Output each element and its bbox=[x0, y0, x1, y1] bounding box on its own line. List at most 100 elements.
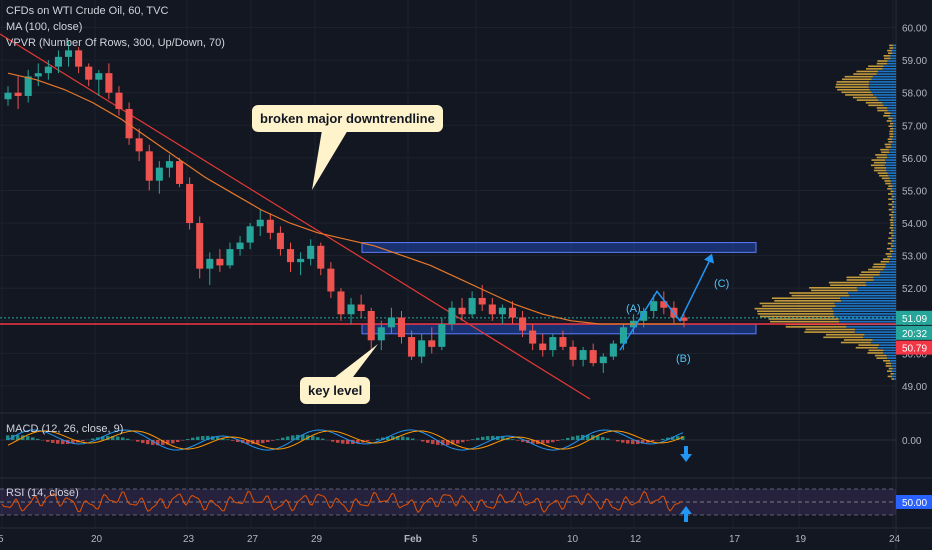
vp-bar-down bbox=[833, 310, 896, 313]
macd-bar bbox=[171, 440, 175, 444]
candle-body bbox=[216, 258, 224, 266]
macd-bar bbox=[486, 436, 490, 440]
vp-bar-down bbox=[893, 229, 896, 232]
macd-bar bbox=[491, 435, 495, 440]
vp-bar-down bbox=[839, 320, 896, 323]
price-tick-11: 60.00 bbox=[902, 24, 927, 35]
price-tick-4: 53.00 bbox=[902, 252, 927, 263]
vp-bar-down bbox=[873, 94, 896, 96]
candle-body bbox=[579, 350, 587, 360]
macd-bar bbox=[201, 436, 205, 440]
macd-label[interactable]: MACD (12, 26, close, 9) bbox=[6, 423, 124, 435]
vp-bar-down bbox=[878, 70, 896, 73]
vp-bar-down bbox=[892, 203, 896, 206]
vp-bar-down bbox=[894, 200, 896, 203]
vp-bar-up bbox=[887, 138, 893, 141]
vp-bar-up bbox=[880, 260, 890, 263]
vp-bar-down bbox=[885, 263, 896, 266]
macd-bar bbox=[411, 438, 415, 440]
macd-bar bbox=[446, 440, 450, 446]
macd-bar bbox=[506, 437, 510, 440]
vp-bar-down bbox=[886, 354, 896, 357]
vp-bar-down bbox=[892, 187, 896, 190]
vp-bar-up bbox=[873, 169, 887, 172]
vp-bar-up bbox=[762, 305, 836, 307]
vp-bar-down bbox=[884, 159, 896, 161]
macd-bar bbox=[301, 434, 305, 440]
vp-bar-up bbox=[868, 65, 884, 68]
macd-bar bbox=[596, 435, 600, 440]
candle-body bbox=[286, 249, 295, 263]
vp-bar-down bbox=[892, 214, 896, 216]
rsi-label[interactable]: RSI (14, close) bbox=[6, 487, 79, 499]
macd-bar bbox=[206, 435, 210, 440]
vp-bar-up bbox=[835, 86, 869, 88]
vp-bar-down bbox=[890, 258, 896, 260]
resistance-zone bbox=[361, 242, 757, 253]
vp-bar-up bbox=[885, 182, 892, 185]
vp-bar-down bbox=[891, 247, 896, 250]
vp-bar-down bbox=[892, 255, 896, 258]
time-tick-6: 5 bbox=[472, 534, 478, 545]
vp-bar-down bbox=[879, 273, 896, 276]
vp-bar-up bbox=[887, 242, 893, 245]
candle-body bbox=[276, 232, 284, 250]
price-tag-key-level-bg bbox=[896, 340, 932, 355]
vp-bar-up bbox=[804, 331, 855, 333]
vp-bar-up bbox=[887, 255, 893, 258]
macd-bar bbox=[121, 437, 125, 440]
vp-bar-up bbox=[768, 318, 839, 320]
vp-bar-up bbox=[868, 104, 884, 107]
vp-bar-down bbox=[883, 65, 896, 68]
vp-bar-down bbox=[857, 289, 896, 292]
macd-bar bbox=[116, 436, 120, 440]
candle-body bbox=[458, 307, 466, 315]
chart-title: CFDs on WTI Crude Oil, 60, TVC bbox=[6, 5, 169, 17]
vp-bar-up bbox=[880, 148, 889, 151]
vp-bar-up bbox=[846, 276, 874, 279]
vp-bar-up bbox=[823, 336, 864, 339]
macd-bar bbox=[321, 438, 325, 440]
vpvr-indicator-label[interactable]: VPVR (Number Of Rows, 300, Up/Down, 70) bbox=[6, 37, 225, 49]
vp-bar-down bbox=[883, 104, 896, 107]
macd-bar bbox=[166, 440, 170, 445]
macd-bar bbox=[61, 440, 65, 445]
macd-bar bbox=[636, 440, 640, 445]
price-tag-current-bg bbox=[896, 310, 932, 325]
candle-body bbox=[418, 340, 426, 357]
vp-bar-up bbox=[811, 289, 858, 292]
macd-bar bbox=[196, 436, 200, 440]
vp-bar-up bbox=[885, 253, 892, 255]
macd-bar bbox=[546, 440, 550, 444]
vp-bar-down bbox=[854, 331, 896, 333]
vp-bar-up bbox=[887, 49, 893, 52]
macd-bar bbox=[671, 436, 675, 440]
macd-bar bbox=[216, 436, 220, 440]
candle-body bbox=[327, 268, 335, 292]
vp-bar-down bbox=[890, 114, 896, 117]
vp-bar-down bbox=[833, 313, 896, 315]
candle-body bbox=[206, 258, 214, 269]
macd-bar bbox=[146, 440, 150, 445]
macd-bar bbox=[16, 434, 20, 440]
vp-bar-down bbox=[892, 242, 896, 245]
key-level-zone bbox=[361, 323, 757, 335]
candle-body bbox=[609, 343, 617, 357]
vp-bar-up bbox=[889, 47, 894, 49]
vp-bar-down bbox=[886, 169, 896, 172]
macd-bar bbox=[516, 440, 520, 441]
vp-bar-down bbox=[883, 268, 896, 271]
vp-bar-down bbox=[892, 44, 896, 47]
vp-bar-down bbox=[891, 362, 896, 365]
vp-bar-down bbox=[878, 99, 896, 101]
vp-bar-down bbox=[876, 73, 896, 75]
vp-bar-down bbox=[892, 232, 896, 234]
vp-bar-up bbox=[874, 167, 887, 169]
ma-indicator-label[interactable]: MA (100, close) bbox=[6, 21, 83, 33]
macd-bar bbox=[661, 438, 665, 440]
vp-bar-up bbox=[888, 117, 893, 120]
vp-bar-up bbox=[858, 344, 880, 346]
price-tick-0: 49.00 bbox=[902, 382, 927, 393]
